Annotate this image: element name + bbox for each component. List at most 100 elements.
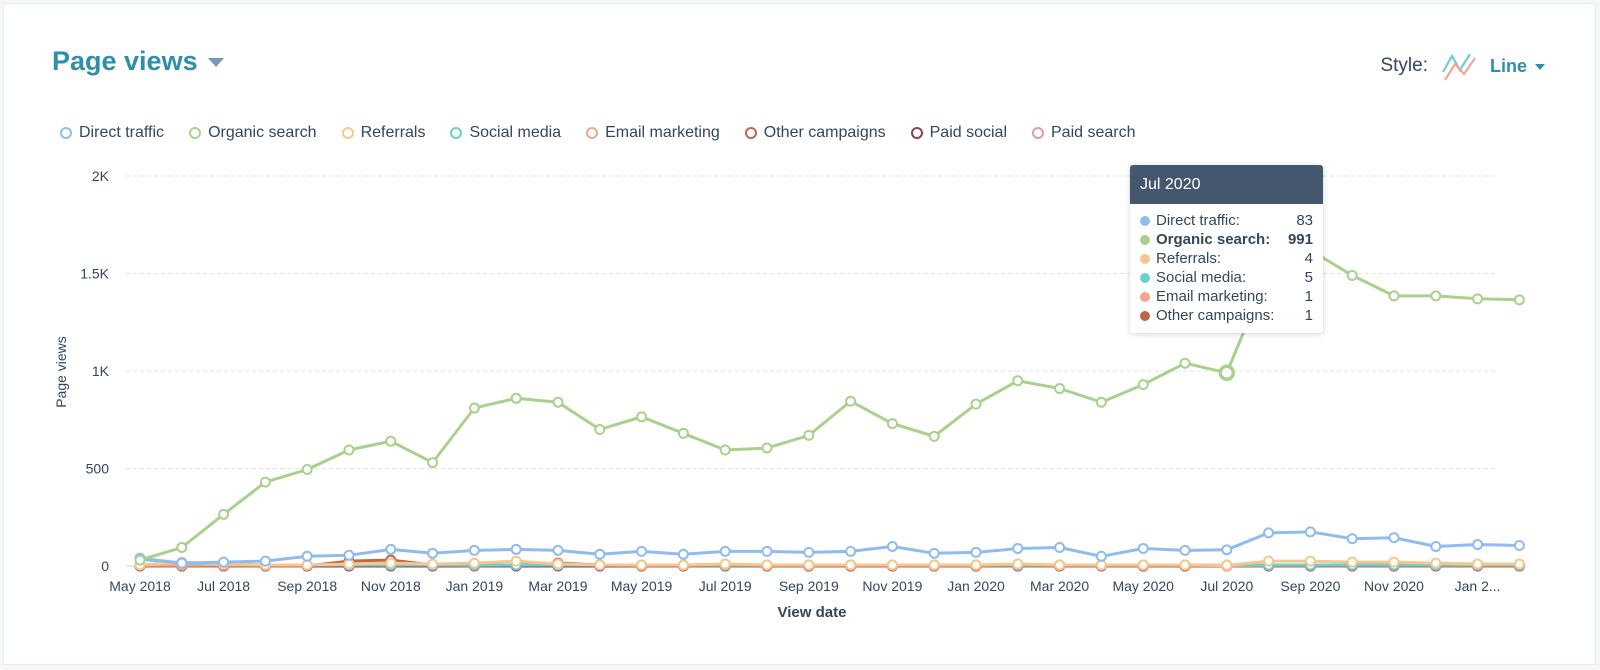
data-point bbox=[803, 546, 815, 558]
legend-item[interactable]: Paid search bbox=[1032, 124, 1136, 142]
data-point bbox=[845, 545, 857, 557]
tooltip-row: Direct traffic: 83 bbox=[1140, 211, 1313, 230]
x-tick-label: May 2018 bbox=[109, 578, 171, 594]
series-line bbox=[139, 530, 1520, 565]
data-point bbox=[636, 559, 648, 571]
x-tick-label: May 2019 bbox=[611, 578, 673, 594]
line-chart-icon bbox=[1442, 53, 1476, 81]
data-point bbox=[1012, 542, 1024, 554]
tooltip-dot-icon bbox=[1140, 310, 1150, 321]
data-point bbox=[845, 395, 857, 407]
caret-down-icon bbox=[207, 58, 224, 67]
x-axis-title: View date bbox=[778, 604, 847, 621]
data-point bbox=[1430, 541, 1442, 552]
data-point bbox=[301, 463, 313, 475]
data-point bbox=[1179, 357, 1191, 369]
data-point bbox=[385, 435, 397, 447]
data-point bbox=[427, 547, 439, 559]
data-point bbox=[1012, 558, 1024, 570]
data-point bbox=[1346, 556, 1358, 568]
tooltip-value: 1 bbox=[1304, 288, 1313, 305]
data-point bbox=[468, 402, 480, 414]
legend-label: Paid social bbox=[929, 124, 1007, 141]
data-point bbox=[552, 558, 564, 570]
data-point bbox=[594, 548, 606, 560]
y-tick-label: 500 bbox=[86, 461, 110, 477]
legend-label: Email marketing bbox=[605, 124, 720, 141]
data-point bbox=[761, 545, 773, 557]
tooltip-dot-icon bbox=[1140, 234, 1150, 245]
legend-item[interactable]: Email marketing bbox=[586, 124, 720, 142]
data-point bbox=[1137, 542, 1149, 554]
y-tick-label: 0 bbox=[101, 558, 109, 574]
legend-item[interactable]: Social media bbox=[450, 124, 561, 142]
tooltip-value: 1 bbox=[1304, 307, 1313, 324]
data-point bbox=[259, 476, 271, 488]
tooltip-label: Direct traffic: bbox=[1156, 212, 1240, 229]
data-point bbox=[886, 541, 898, 552]
tooltip-dot-icon bbox=[1140, 291, 1150, 302]
data-point bbox=[886, 418, 898, 430]
tooltip-label: Social media: bbox=[1156, 269, 1247, 286]
data-point bbox=[343, 558, 355, 570]
report-card: Page views Style: Line Direct traffic Org… bbox=[3, 3, 1596, 665]
data-point bbox=[1388, 556, 1400, 568]
legend-label: Direct traffic bbox=[79, 124, 165, 141]
data-point bbox=[594, 424, 606, 435]
series-organic-search bbox=[134, 244, 1525, 566]
style-value: Line bbox=[1489, 55, 1527, 76]
legend-item[interactable]: Paid social bbox=[910, 124, 1007, 142]
style-label: Style: bbox=[1380, 55, 1428, 76]
tooltip-row: Organic search: 991 bbox=[1140, 230, 1313, 249]
data-point bbox=[1263, 555, 1275, 567]
series-referrals bbox=[134, 555, 1525, 571]
data-point bbox=[468, 544, 480, 556]
data-point bbox=[719, 444, 731, 456]
data-point bbox=[1513, 540, 1525, 552]
tooltip-row: Email marketing: 1 bbox=[1140, 287, 1313, 306]
legend-item[interactable]: Direct traffic bbox=[60, 124, 164, 142]
legend-item[interactable]: Organic search bbox=[189, 124, 317, 142]
data-point bbox=[343, 549, 355, 561]
data-point bbox=[1179, 544, 1191, 556]
data-point bbox=[1430, 557, 1442, 569]
data-point bbox=[1346, 533, 1358, 545]
data-point bbox=[1513, 294, 1525, 306]
tooltip-value: 83 bbox=[1296, 212, 1313, 229]
data-point bbox=[385, 557, 397, 569]
data-point bbox=[1346, 269, 1358, 281]
data-point bbox=[677, 559, 689, 571]
caret-down-icon bbox=[1535, 64, 1545, 70]
x-tick-label: Nov 2018 bbox=[361, 578, 421, 594]
data-point bbox=[427, 558, 439, 570]
legend-item[interactable]: Other campaigns bbox=[744, 124, 886, 142]
data-point bbox=[845, 559, 857, 571]
data-point bbox=[1388, 532, 1400, 544]
data-point bbox=[1054, 383, 1066, 395]
data-point bbox=[1137, 559, 1149, 571]
data-point bbox=[1218, 364, 1236, 382]
y-tick-label: 1.5K bbox=[80, 266, 109, 282]
x-tick-label: Sep 2018 bbox=[277, 578, 337, 594]
data-point bbox=[803, 559, 815, 571]
tooltip-title: Jul 2020 bbox=[1130, 165, 1323, 204]
x-tick-label: Sep 2020 bbox=[1280, 578, 1340, 594]
tooltip-row: Social media: 5 bbox=[1140, 268, 1313, 287]
data-point bbox=[928, 559, 940, 571]
tooltip-value: 5 bbox=[1304, 269, 1313, 286]
style-selector[interactable]: Style: Line bbox=[1380, 50, 1545, 82]
data-point bbox=[928, 430, 940, 442]
data-point bbox=[1221, 559, 1233, 571]
x-tick-label: Mar 2020 bbox=[1030, 578, 1089, 594]
report-title-dropdown[interactable]: Page views bbox=[52, 46, 224, 77]
data-point bbox=[343, 444, 355, 456]
data-point bbox=[1095, 559, 1107, 571]
page-title: Page views bbox=[52, 46, 198, 76]
legend-label: Paid search bbox=[1051, 124, 1136, 141]
x-tick-label: May 2020 bbox=[1112, 578, 1174, 594]
legend-marker-icon bbox=[910, 127, 923, 139]
legend-item[interactable]: Referrals bbox=[341, 124, 425, 142]
tooltip-value: 991 bbox=[1287, 231, 1313, 248]
legend-marker-icon bbox=[189, 127, 202, 139]
